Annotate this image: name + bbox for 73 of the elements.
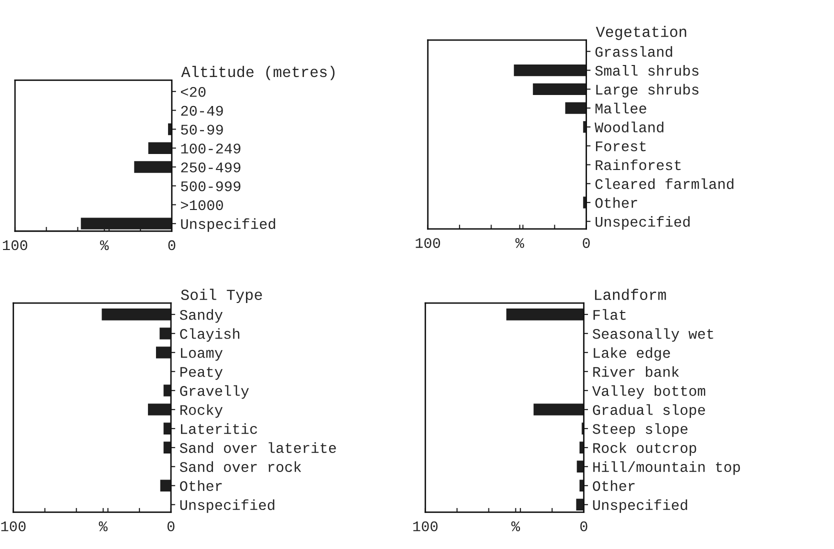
y-tick-label: >1000 [180,200,223,210]
x-tick-label: 100 [2,240,28,250]
y-tick-label: Lake edge [594,347,670,361]
y-tick-label: <20 [180,87,206,97]
y-tick-label: Unspecified [181,218,276,232]
x-tick-label: % [511,521,520,532]
y-tick-label: Rock outcrop [593,442,696,456]
bar [164,384,171,396]
bar [80,218,172,230]
bar [160,480,171,492]
y-tick-label: Seasonally wet [592,328,714,342]
y-tick-label: Clayish [180,328,240,342]
y-tick-label: Mallee [596,102,646,114]
x-tick-label: 0 [582,238,590,248]
bar [160,328,171,340]
bar [102,308,171,320]
x-tick-label: 0 [168,240,176,250]
bar [156,346,171,358]
text: Vegetation [596,26,686,40]
y-tick-label: 20-49 [181,106,223,116]
text: Altitude (metres) [181,66,335,80]
bar [148,404,171,416]
y-tick-label: Gravelly [180,385,249,399]
y-tick-label: Other [180,480,222,492]
y-tick-label: Unspecified [180,499,274,513]
y-tick-label: Other [592,480,635,492]
y-tick-label: Forest [596,141,646,152]
bar [534,404,584,416]
y-tick-label: Loamy [180,348,223,361]
x-tick-label: 100 [416,238,440,248]
y-tick-label: River bank [593,366,679,377]
bar [576,498,584,511]
y-tick-label: Peaty [180,367,223,380]
x-tick-label: % [98,521,108,532]
y-tick-label: Small shrubs [595,65,698,76]
y-tick-label: 50-99 [181,124,223,135]
x-tick-label: 0 [580,521,588,532]
text: Landform [595,288,666,300]
y-tick-label: Woodland [594,122,664,132]
y-tick-label: Rainforest [596,159,681,170]
y-tick-label: Unspecified [596,216,690,230]
y-tick-label: Other [595,197,638,208]
x-tick-label: 100 [413,521,438,532]
text: Soil Type [181,288,262,304]
y-tick-label: Flat [594,309,626,320]
y-tick-label: 100-249 [181,144,240,154]
y-tick-label: Sandy [180,309,223,323]
y-tick-label: Large shrubs [596,84,698,98]
bar [565,102,586,114]
y-tick-label: Hill/mountain top [593,461,740,475]
y-tick-label: Cleared farmland [595,178,734,190]
y-tick-label: Grassland [595,46,672,57]
y-tick-label: Valley bottom [592,385,706,399]
x-tick-label: % [515,238,524,248]
y-tick-label: 250-499 [181,162,240,172]
bar [134,161,172,173]
bar [514,64,586,76]
x-tick-label: 0 [167,521,174,532]
y-tick-label: Sand over laterite [180,442,336,454]
bar [506,308,584,320]
y-tick-label: Gradual slope [592,404,705,418]
y-tick-label: Unspecified [593,499,688,513]
x-tick-label: % [100,240,109,250]
bar [164,422,171,434]
bar [148,142,172,154]
y-tick-label: Rocky [180,404,223,418]
y-tick-label: Sand over rock [180,461,302,472]
bar [532,83,586,96]
bar [164,442,171,454]
y-tick-label: 500-999 [181,181,240,192]
y-tick-label: Lateritic [180,423,258,434]
x-tick-label: 100 [1,521,26,532]
y-tick-label: Steep slope [592,423,688,437]
